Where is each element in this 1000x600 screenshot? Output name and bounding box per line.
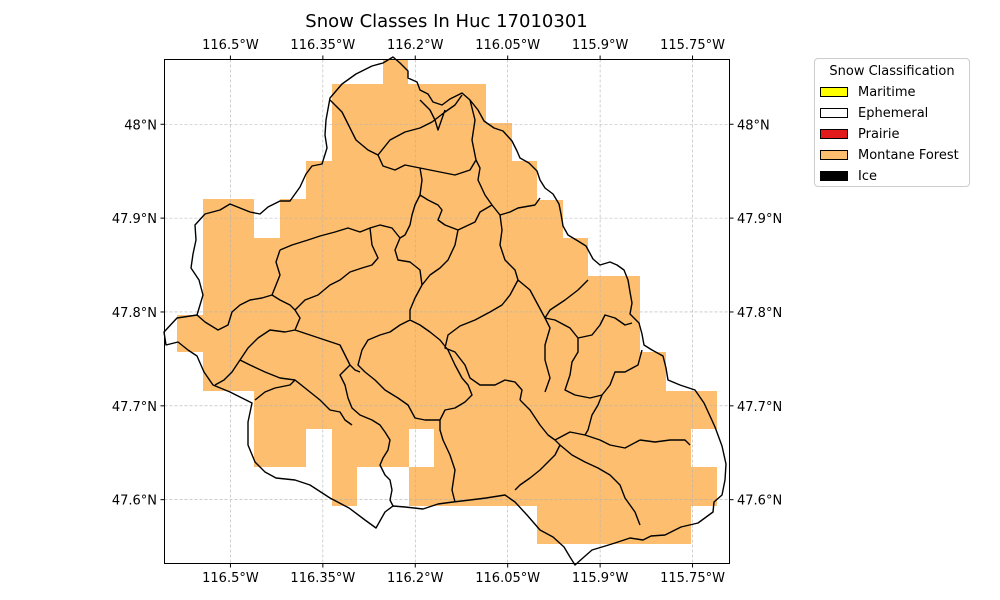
lon-tick-label-top: 116.05°W (475, 38, 540, 53)
lon-tick-label-top: 116.5°W (202, 38, 259, 53)
lat-tick-label-left: 47.7°N (112, 400, 157, 415)
lon-tick-label-bottom: 115.75°W (660, 571, 725, 586)
legend-title: Snow Classification (829, 64, 955, 79)
lon-tick-label-bottom: 116.35°W (290, 571, 355, 586)
legend-swatch (820, 171, 848, 181)
lat-tick-label-left: 48°N (124, 118, 157, 133)
lon-tick-label-top: 116.35°W (290, 38, 355, 53)
legend-swatch (820, 129, 848, 139)
lat-tick-label-right: 48°N (737, 118, 770, 133)
legend-item-prairie: Prairie (820, 126, 900, 142)
lon-tick-label-bottom: 115.9°W (572, 571, 629, 586)
legend-label: Maritime (858, 84, 916, 100)
lat-tick-label-right: 47.8°N (737, 306, 782, 321)
legend-item-ephemeral: Ephemeral (820, 105, 928, 121)
snow-class-raster (177, 59, 717, 544)
map-title: Snow Classes In Huc 17010301 (305, 11, 588, 32)
lon-tick-label-top: 115.9°W (572, 38, 629, 53)
legend-swatch (820, 87, 848, 97)
legend-label: Ephemeral (858, 105, 929, 121)
legend-label: Montane Forest (858, 147, 959, 163)
lon-tick-label-bottom: 116.05°W (475, 571, 540, 586)
legend-label: Ice (858, 168, 877, 184)
lat-tick-label-left: 47.8°N (112, 306, 157, 321)
lon-tick-label-top: 115.75°W (660, 38, 725, 53)
lat-tick-label-left: 47.6°N (112, 494, 157, 509)
legend-swatch (820, 108, 848, 118)
axis-ticks: 116.5°W 116.5°W 116.35°W 116.35°W 116.2°W 116… (112, 38, 782, 586)
legend-swatch (820, 150, 848, 160)
lat-tick-label-right: 47.7°N (737, 400, 782, 415)
lon-tick-label-bottom: 116.5°W (202, 571, 259, 586)
watershed-boundaries (163, 56, 727, 566)
legend-item-montane-forest: Montane Forest (820, 147, 959, 163)
graticule (164, 59, 730, 564)
huc-outer-boundary (163, 56, 727, 566)
legend: Snow Classification Maritime Ephemeral Pra… (814, 58, 970, 187)
subwatershed-lines (196, 94, 691, 526)
lat-tick-label-right: 47.9°N (737, 212, 782, 227)
lat-tick-label-right: 47.6°N (737, 494, 782, 509)
lon-tick-label-top: 116.2°W (387, 38, 444, 53)
legend-item-maritime: Maritime (820, 84, 916, 100)
lon-tick-label-bottom: 116.2°W (387, 571, 444, 586)
montane-forest-cells (177, 59, 717, 544)
legend-item-ice: Ice (820, 168, 877, 184)
lat-tick-label-left: 47.9°N (112, 212, 157, 227)
legend-label: Prairie (858, 126, 900, 142)
